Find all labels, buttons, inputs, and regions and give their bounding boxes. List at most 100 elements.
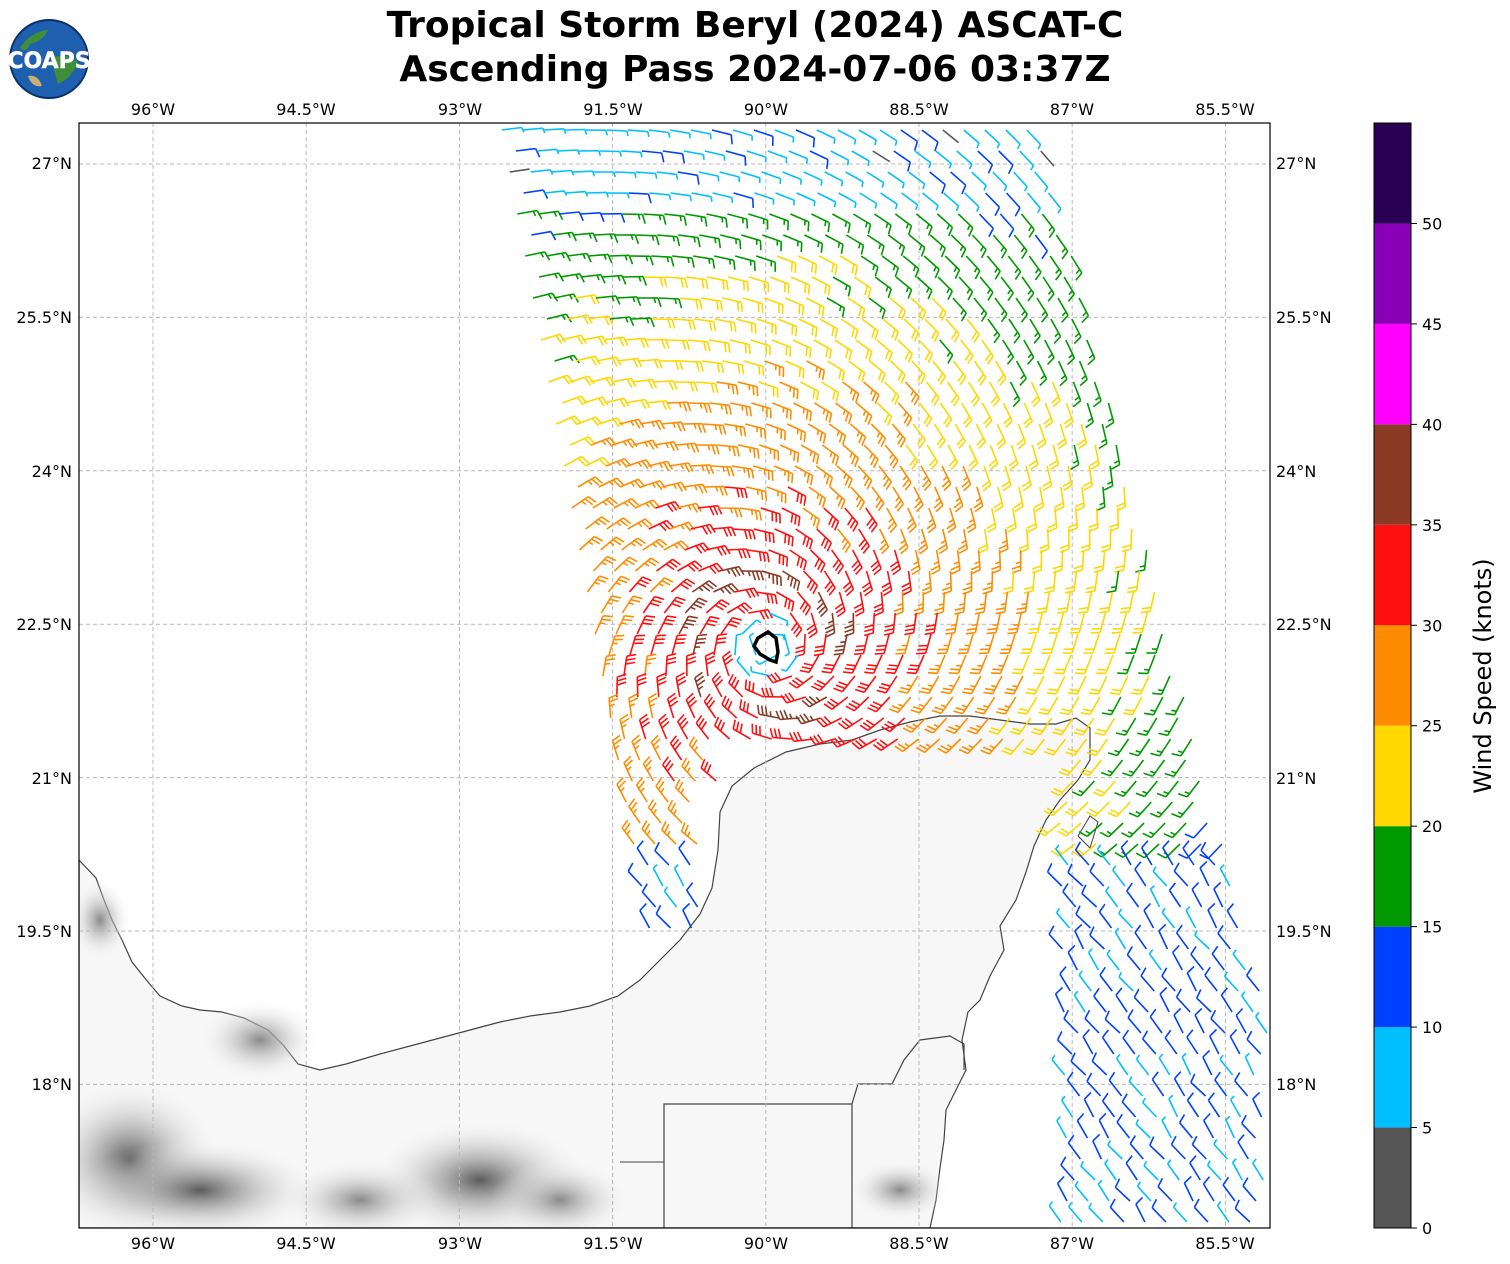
wind-barb [1121,822,1145,838]
wind-barb [968,444,979,471]
wind-barb [1135,1196,1146,1223]
wind-barb [627,518,653,530]
wind-barb [986,507,997,533]
wind-barb [878,465,893,491]
wind-barb [1159,986,1170,1013]
wind-barb [967,381,980,407]
axis-tick-labels: 96°W 94.5°W 93°W 91.5°W 90°W 88.5°W 87°W… [16,100,1331,1253]
wind-barb [1246,1030,1262,1055]
wind-barb [766,672,793,684]
wind-barb [1097,1179,1110,1202]
wind-barb [626,459,653,470]
wind-barb [883,612,897,636]
wind-barb [595,295,621,305]
wind-barb [622,213,646,224]
wind-barb [737,381,759,397]
wind-barb [1207,902,1218,929]
wind-barb [677,171,700,185]
wind-barb [1042,465,1053,492]
wind-barb [1058,759,1082,777]
wind-barb [1234,1072,1249,1097]
wind-barb [957,633,974,655]
lat-label-right: 21°N [1276,769,1316,788]
wind-barb [1070,255,1083,281]
wind-barb [551,169,575,176]
wind-barb [1156,780,1179,798]
wind-barb [634,557,660,572]
wind-barb [1186,1092,1200,1118]
wind-barb [1156,843,1181,859]
wind-barb [965,612,981,635]
wind-barb [1185,906,1197,929]
wind-barb [914,150,932,169]
wind-barb [711,526,737,537]
wind-barb [1000,276,1014,302]
wind-barb [811,213,831,233]
wind-barb [544,190,568,197]
wind-barb [703,693,717,719]
wind-barb [674,381,699,392]
wind-barb [1199,860,1210,887]
wind-barb [1105,402,1115,429]
wind-barb [1092,381,1102,408]
wind-barb [665,276,689,288]
wind-barb [753,528,775,544]
wind-barb [661,421,686,432]
wind-barb [685,276,709,290]
wind-barb [816,528,833,552]
wind-barb [769,728,793,740]
wind-barb [1039,528,1050,554]
wind-barb [1007,612,1023,635]
wind-barb [1015,297,1028,323]
wind-barb [848,360,866,383]
wind-barb [766,423,786,441]
wind-barb [724,423,747,437]
colorbar-segment [1374,323,1411,425]
wind-barb [957,213,974,237]
wind-barb [961,465,972,492]
wind-barb [1255,1011,1268,1034]
wind-barb [939,339,954,364]
wind-barb [1143,759,1166,777]
wind-barb [1012,654,1030,675]
wind-barb [807,423,827,444]
wind-barb [571,495,597,509]
wind-barb [1134,861,1147,887]
wind-barb [664,213,687,226]
wind-barb [992,171,1008,192]
wind-barb [823,507,840,531]
wind-barb [954,591,967,615]
wind-barb [925,381,940,407]
wind-barb [1226,903,1239,929]
wind-barb [1075,654,1093,675]
wind-barb [1074,841,1090,866]
wind-barb [867,696,891,713]
wind-barb [912,423,926,449]
wind-barb [1101,1092,1116,1118]
wind-barb [1135,780,1158,798]
colorbar-segment [1374,826,1411,927]
wind-barb [986,612,1002,635]
wind-barb [1107,1140,1123,1160]
wind-barb [795,129,816,148]
wind-barb [525,251,551,261]
wind-barb [1023,570,1036,594]
lat-label-right: 25.5°N [1276,308,1332,327]
wind-barb [1034,171,1049,193]
wind-barb [1051,381,1061,408]
wind-barb [1071,780,1095,797]
wind-barb [777,318,798,336]
wind-barb [1049,255,1063,281]
wind-barb [1043,402,1054,429]
wind-barb [802,570,819,595]
wind-barb [625,398,651,409]
wind-barb [859,192,878,209]
lat-label-right: 27°N [1276,154,1316,173]
wind-barb [842,654,862,674]
wind-barb [821,444,840,466]
wind-barb [1098,423,1108,450]
wind-barb [762,234,782,252]
wind-barb [876,402,893,426]
wind-barb [649,192,672,201]
wind-barb [986,255,1001,280]
